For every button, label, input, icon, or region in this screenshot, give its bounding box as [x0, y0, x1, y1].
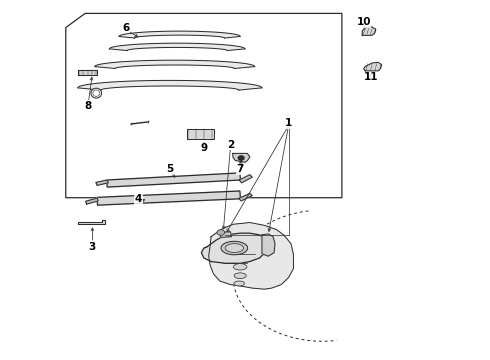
Text: 8: 8: [84, 100, 91, 111]
Bar: [187, 129, 214, 139]
Ellipse shape: [221, 241, 247, 255]
Polygon shape: [95, 60, 255, 68]
Text: 9: 9: [200, 143, 207, 153]
Text: 11: 11: [364, 72, 378, 82]
Ellipse shape: [225, 244, 244, 252]
Polygon shape: [119, 31, 240, 38]
Ellipse shape: [234, 281, 245, 286]
Ellipse shape: [93, 90, 99, 96]
Polygon shape: [97, 191, 241, 205]
Text: 5: 5: [166, 165, 173, 174]
Polygon shape: [262, 234, 275, 256]
Ellipse shape: [233, 264, 247, 270]
Polygon shape: [364, 62, 382, 71]
Text: 7: 7: [237, 165, 244, 174]
Circle shape: [238, 156, 244, 160]
Polygon shape: [78, 80, 262, 90]
Polygon shape: [239, 175, 252, 183]
Polygon shape: [78, 70, 97, 76]
Polygon shape: [109, 43, 245, 50]
Polygon shape: [220, 232, 231, 238]
Text: 6: 6: [122, 23, 130, 33]
Ellipse shape: [234, 273, 246, 279]
Polygon shape: [362, 27, 376, 35]
Text: 1: 1: [285, 118, 292, 128]
Polygon shape: [86, 198, 98, 204]
Polygon shape: [209, 222, 294, 289]
Polygon shape: [201, 233, 267, 263]
Text: 2: 2: [227, 140, 234, 149]
Ellipse shape: [91, 88, 101, 98]
Polygon shape: [107, 173, 241, 187]
Circle shape: [217, 230, 224, 235]
Text: 10: 10: [356, 17, 371, 27]
Text: 3: 3: [89, 242, 96, 252]
Text: 4: 4: [135, 194, 142, 204]
Polygon shape: [233, 153, 250, 162]
Polygon shape: [96, 180, 108, 185]
Polygon shape: [239, 193, 252, 201]
Polygon shape: [78, 220, 104, 224]
